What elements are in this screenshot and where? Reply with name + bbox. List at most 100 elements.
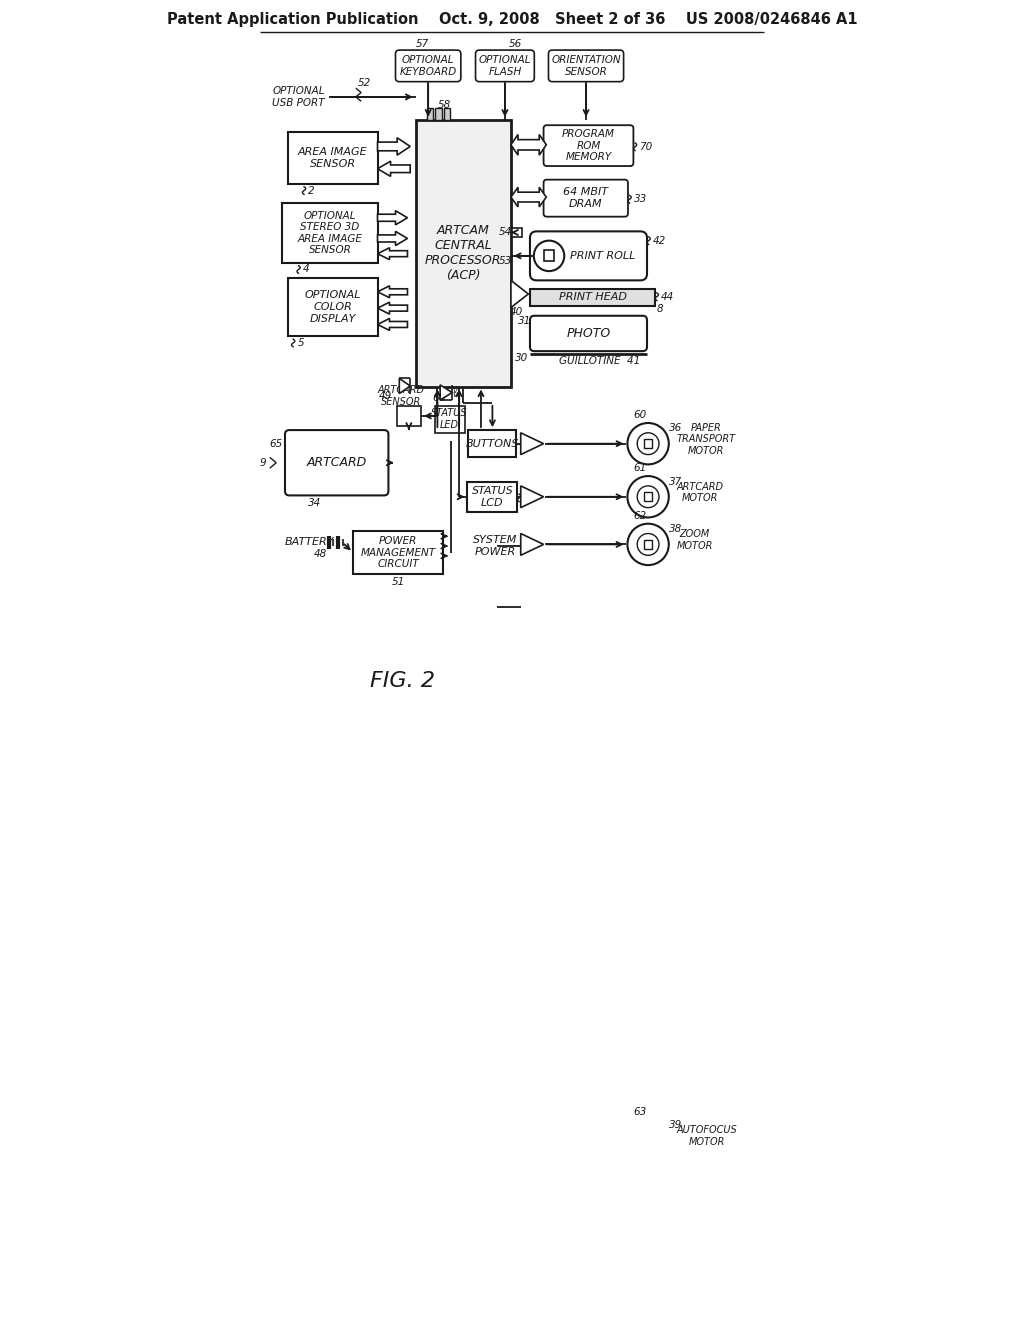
Text: SYSTEM
POWER: SYSTEM POWER: [473, 535, 517, 557]
Text: PROGRAM
ROM
MEMORY: PROGRAM ROM MEMORY: [562, 129, 615, 162]
Polygon shape: [378, 137, 411, 156]
Text: 38: 38: [669, 524, 682, 535]
Polygon shape: [521, 486, 544, 508]
Bar: [468, 430, 516, 457]
FancyBboxPatch shape: [544, 180, 628, 216]
Bar: [283, 203, 378, 263]
Polygon shape: [440, 385, 453, 400]
Text: 58: 58: [437, 99, 451, 110]
Polygon shape: [511, 187, 546, 207]
Text: ZOOM
MOTOR: ZOOM MOTOR: [677, 529, 713, 550]
Bar: [530, 289, 655, 306]
Text: AUTOFOCUS
MOTOR: AUTOFOCUS MOTOR: [677, 1126, 737, 1147]
Bar: [427, 108, 433, 120]
Text: 48: 48: [313, 549, 327, 560]
Bar: [288, 132, 378, 183]
Text: 66: 66: [432, 393, 445, 403]
Text: 52: 52: [357, 78, 371, 88]
Text: 40: 40: [510, 308, 523, 318]
Text: 34: 34: [308, 498, 322, 508]
Text: STATUS
LCD: STATUS LCD: [471, 486, 513, 508]
Text: PAPER
TRANSPORT
MOTOR: PAPER TRANSPORT MOTOR: [677, 422, 735, 455]
Text: 39: 39: [669, 1121, 682, 1130]
Text: 64 MBIT
DRAM: 64 MBIT DRAM: [563, 187, 608, 209]
Text: BATTERY: BATTERY: [285, 537, 335, 546]
Bar: [644, 492, 652, 502]
Bar: [512, 227, 522, 238]
Text: 61: 61: [633, 463, 646, 474]
FancyBboxPatch shape: [475, 50, 535, 82]
Bar: [353, 531, 442, 574]
Text: 49: 49: [379, 391, 392, 401]
Bar: [416, 120, 511, 387]
Text: FIG. 2: FIG. 2: [370, 671, 434, 690]
Text: 62: 62: [633, 511, 646, 521]
Text: 57: 57: [416, 38, 429, 49]
Bar: [467, 482, 517, 512]
Circle shape: [628, 524, 669, 565]
Text: OPTIONAL
COLOR
DISPLAY: OPTIONAL COLOR DISPLAY: [304, 290, 360, 323]
Text: 37: 37: [669, 477, 682, 487]
FancyBboxPatch shape: [544, 125, 634, 166]
Polygon shape: [378, 302, 408, 314]
Text: Patent Application Publication    Oct. 9, 2008   Sheet 2 of 36    US 2008/024684: Patent Application Publication Oct. 9, 2…: [167, 12, 857, 26]
Text: 44: 44: [662, 292, 675, 302]
Text: 2: 2: [308, 186, 315, 195]
Text: OPTIONAL
FLASH: OPTIONAL FLASH: [478, 55, 531, 77]
Circle shape: [628, 1119, 669, 1162]
Bar: [444, 108, 451, 120]
Text: POWER
MANAGEMENT
CIRCUIT: POWER MANAGEMENT CIRCUIT: [360, 536, 435, 569]
Text: GUILLOTINE  41: GUILLOTINE 41: [559, 356, 640, 367]
FancyBboxPatch shape: [530, 315, 647, 351]
Text: 8: 8: [656, 304, 663, 314]
Text: 51: 51: [391, 577, 404, 587]
Polygon shape: [378, 231, 408, 246]
Text: 33: 33: [634, 194, 647, 205]
Text: OPTIONAL
STEREO 3D
AREA IMAGE
SENSOR: OPTIONAL STEREO 3D AREA IMAGE SENSOR: [297, 211, 362, 255]
Circle shape: [637, 1130, 659, 1151]
FancyBboxPatch shape: [395, 50, 461, 82]
Polygon shape: [378, 161, 411, 177]
Text: 42: 42: [653, 236, 667, 246]
Text: AREA IMAGE
SENSOR: AREA IMAGE SENSOR: [298, 148, 368, 169]
Text: 54: 54: [499, 227, 512, 238]
Text: v: v: [453, 385, 458, 395]
Polygon shape: [511, 135, 546, 156]
Text: 5: 5: [298, 338, 304, 348]
Text: 31: 31: [518, 317, 531, 326]
Text: 65: 65: [269, 438, 283, 449]
Polygon shape: [378, 211, 408, 224]
Polygon shape: [521, 533, 544, 556]
Text: ARTCAM
CENTRAL
PROCESSOR
(ACP): ARTCAM CENTRAL PROCESSOR (ACP): [425, 224, 502, 282]
Text: ARTCARD
MOTOR: ARTCARD MOTOR: [677, 482, 723, 503]
Bar: [435, 108, 441, 120]
Text: ARTCARD: ARTCARD: [306, 457, 367, 469]
Text: PRINT ROLL: PRINT ROLL: [569, 251, 635, 261]
Text: OPTIONAL
KEYBOARD: OPTIONAL KEYBOARD: [399, 55, 457, 77]
Text: 63: 63: [633, 1107, 646, 1117]
FancyBboxPatch shape: [285, 430, 388, 495]
Bar: [288, 277, 378, 337]
Text: v: v: [453, 391, 458, 399]
Polygon shape: [378, 286, 408, 298]
Text: ARTCARD
SENSOR: ARTCARD SENSOR: [377, 385, 424, 407]
Text: BUTTONS: BUTTONS: [466, 438, 519, 449]
Polygon shape: [521, 433, 544, 454]
Circle shape: [628, 477, 669, 517]
Text: OPTIONAL
USB PORT: OPTIONAL USB PORT: [272, 86, 325, 108]
Bar: [644, 1137, 652, 1144]
Text: 15: 15: [523, 492, 537, 503]
Polygon shape: [521, 1130, 544, 1151]
Bar: [544, 251, 554, 261]
Text: 30: 30: [515, 354, 528, 363]
FancyBboxPatch shape: [549, 50, 624, 82]
Text: PHOTO: PHOTO: [566, 327, 610, 341]
Circle shape: [637, 486, 659, 508]
Bar: [396, 405, 421, 426]
Text: 60: 60: [633, 411, 646, 420]
Polygon shape: [378, 248, 408, 260]
Text: PRINT HEAD: PRINT HEAD: [558, 292, 627, 302]
Bar: [644, 440, 652, 447]
Text: ORIENTATION
SENSOR: ORIENTATION SENSOR: [551, 55, 621, 77]
Circle shape: [637, 433, 659, 454]
